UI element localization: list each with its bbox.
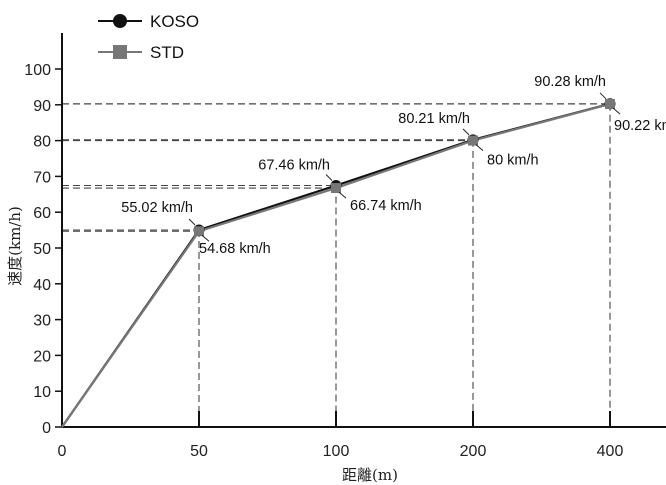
y-tick-label: 20 — [33, 348, 51, 365]
data-label-koso: 90.28 km/h — [534, 74, 606, 90]
label-leader-line — [599, 92, 607, 100]
legend: KOSO STD — [98, 12, 199, 62]
legend-koso-label: KOSO — [150, 12, 199, 31]
data-label-std: 80 km/h — [487, 153, 539, 169]
point-std — [468, 135, 478, 146]
x-axis-title: 距離(m) — [342, 466, 398, 484]
y-axis-title: 速度(km/h) — [6, 206, 24, 286]
y-ticks: 0 10 20 30 40 50 60 70 80 90 100 — [24, 62, 62, 437]
data-label-koso: 55.02 km/h — [121, 200, 193, 216]
y-tick-label: 70 — [33, 169, 51, 186]
y-tick-label: 10 — [33, 384, 51, 401]
point-std — [331, 183, 341, 194]
label-leader-line — [325, 174, 333, 181]
axes — [61, 33, 666, 428]
y-tick-label: 90 — [33, 98, 51, 115]
label-leader-line — [612, 107, 621, 115]
data-label-std: 90.22 km/h — [614, 118, 666, 134]
data-label-std: 54.68 km/h — [199, 241, 271, 257]
label-leader-line — [475, 144, 484, 151]
x-tick-label: 50 — [190, 443, 208, 460]
x-tick-label: 100 — [323, 443, 350, 460]
data-labels: 55.02 km/h 67.46 km/h 80.21 km/h 90.28 km/h… — [121, 74, 666, 257]
y-tick-label: 50 — [33, 241, 51, 258]
guide-lines — [62, 103, 611, 411]
y-tick-label: 100 — [24, 62, 51, 79]
y-tick-label: 60 — [33, 205, 51, 222]
label-leader-line — [462, 128, 470, 136]
point-std — [605, 99, 615, 110]
data-label-std: 66.74 km/h — [350, 198, 422, 214]
y-tick-label: 0 — [42, 420, 51, 437]
x-tick-label: 0 — [58, 443, 67, 460]
y-tick-label: 40 — [33, 277, 51, 294]
label-leader-line — [338, 191, 347, 199]
label-leader-line — [188, 218, 196, 226]
legend-std-label: STD — [150, 43, 184, 62]
x-tick-label: 200 — [460, 443, 487, 460]
y-tick-label: 30 — [33, 313, 51, 330]
y-tick-label: 80 — [33, 134, 51, 151]
data-label-koso: 80.21 km/h — [398, 111, 470, 127]
x-ticks: 0 50 100 200 400 — [58, 411, 624, 460]
series-group — [61, 98, 616, 428]
legend-koso-marker — [113, 14, 127, 28]
x-tick-label: 400 — [597, 443, 624, 460]
point-std — [194, 226, 204, 237]
legend-std-marker — [113, 45, 127, 59]
data-label-koso: 67.46 km/h — [258, 157, 330, 173]
label-leader-line — [201, 234, 210, 242]
